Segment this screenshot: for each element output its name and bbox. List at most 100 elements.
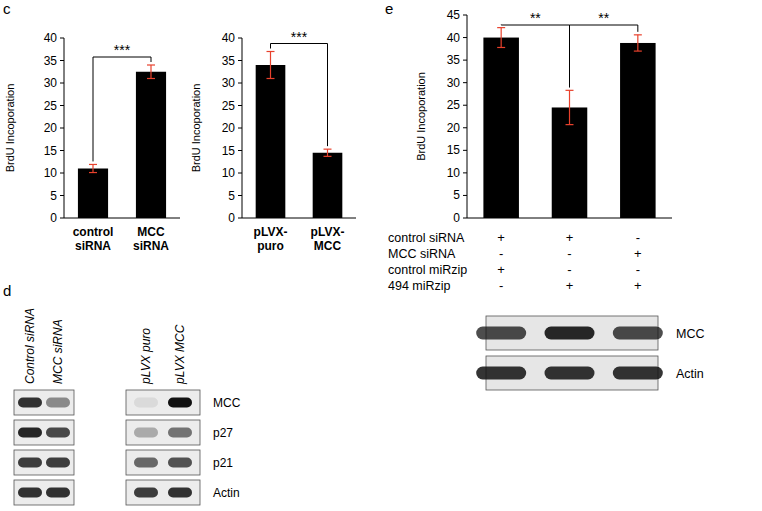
y-tick-label: 15 <box>222 144 236 158</box>
blot-band <box>545 367 595 380</box>
blot-band <box>18 488 42 498</box>
blot-row-label: Actin <box>213 486 240 500</box>
blot-row <box>14 450 200 475</box>
y-tick <box>60 218 64 219</box>
condition-sign: - <box>636 262 640 277</box>
y-tick <box>463 127 467 128</box>
y-tick-label: 40 <box>222 31 236 45</box>
condition-sign: - <box>567 246 571 261</box>
blot-band <box>134 398 158 408</box>
figure: c d e 0 5 10 15 20 25 30 35 40 BrdU Incoporation cont… <box>0 0 762 511</box>
error-cap <box>497 47 505 48</box>
blot-band <box>18 398 42 408</box>
label-line: pLVX- <box>254 225 288 239</box>
blot-frame <box>14 450 74 475</box>
label-line: MCC <box>137 225 165 239</box>
y-tick-label: 25 <box>44 99 58 113</box>
blot-row-label: p27 <box>213 426 233 440</box>
condition-sign: + <box>566 230 574 245</box>
y-tick <box>238 218 242 219</box>
blot-band <box>18 428 42 438</box>
y-tick <box>60 195 64 196</box>
y-tick-label: 35 <box>447 53 461 67</box>
condition-label: 494 miRzip <box>388 279 451 293</box>
condition-sign: - <box>636 230 640 245</box>
x-tick-label: controlsiRNA <box>73 225 114 253</box>
label-line: siRNA <box>133 239 169 253</box>
error-bar <box>324 149 332 156</box>
y-axis <box>467 15 468 218</box>
blot-band <box>18 458 42 468</box>
blot-band <box>168 488 192 498</box>
y-tick <box>463 195 467 196</box>
blot-band <box>168 398 192 408</box>
y-tick <box>238 195 242 196</box>
y-axis-label: BrdU Incoporation <box>190 84 202 173</box>
y-tick <box>463 82 467 83</box>
condition-sign: - <box>567 262 571 277</box>
y-tick <box>60 128 64 129</box>
y-tick-label: 5 <box>50 189 57 203</box>
error-cap <box>267 51 275 52</box>
label-line: MCC <box>314 239 342 253</box>
y-tick-label: 25 <box>222 99 236 113</box>
error-bar <box>566 90 574 124</box>
error-line <box>501 28 502 48</box>
y-tick <box>463 218 467 219</box>
condition-sign: - <box>499 246 503 261</box>
blot-frame <box>126 450 200 475</box>
error-line <box>150 65 151 79</box>
y-tick-label: 20 <box>44 121 58 135</box>
y-tick-label: 40 <box>447 31 461 45</box>
panel-label: c <box>3 0 11 17</box>
panel-label: d <box>3 282 11 299</box>
blot-band <box>545 327 595 340</box>
y-tick-label: 35 <box>44 54 58 68</box>
y-tick-label: 0 <box>453 211 460 225</box>
blot-frame <box>14 480 74 505</box>
y-tick-label: 0 <box>50 211 57 225</box>
label-line: pLVX- <box>311 225 345 239</box>
error-bar <box>89 164 97 172</box>
condition-label: control siRNA <box>388 231 465 245</box>
blot-band <box>134 428 158 438</box>
lane-label: pLVX MCC <box>173 324 187 385</box>
y-tick <box>463 105 467 106</box>
y-tick <box>463 60 467 61</box>
label-line: control <box>73 225 114 239</box>
y-tick-label: 30 <box>222 76 236 90</box>
y-tick-label: 30 <box>447 76 461 90</box>
bar <box>136 72 166 218</box>
y-tick <box>463 15 467 16</box>
y-tick-label: 10 <box>447 166 461 180</box>
significance-label: *** <box>114 42 131 58</box>
bar <box>313 153 343 218</box>
error-line <box>569 90 570 124</box>
error-bar <box>634 35 642 51</box>
y-tick-label: 45 <box>447 8 461 22</box>
bar <box>552 107 588 218</box>
label-line: siRNA <box>75 239 111 253</box>
y-tick <box>238 105 242 106</box>
blot-row-label: MCC <box>676 327 704 341</box>
significance-label: *** <box>291 29 308 45</box>
y-tick-label: 5 <box>228 189 235 203</box>
error-bar <box>147 65 155 79</box>
error-bar <box>267 52 275 79</box>
y-tick <box>60 83 64 84</box>
lane-label: pLVX puro <box>139 328 153 385</box>
error-cap <box>324 149 332 150</box>
blot-band <box>168 428 192 438</box>
y-axis-label: BrdU Incoporation <box>415 72 427 161</box>
y-tick <box>238 128 242 129</box>
y-tick <box>60 173 64 174</box>
y-tick-label: 30 <box>44 76 58 90</box>
blot-band <box>476 327 526 340</box>
condition-sign: + <box>497 230 505 245</box>
panel-label: e <box>385 0 393 17</box>
y-tick-label: 0 <box>228 211 235 225</box>
error-cap <box>267 78 275 79</box>
y-tick-label: 20 <box>447 121 461 135</box>
y-tick <box>60 105 64 106</box>
lane-label: MCC siRNA <box>51 319 65 384</box>
